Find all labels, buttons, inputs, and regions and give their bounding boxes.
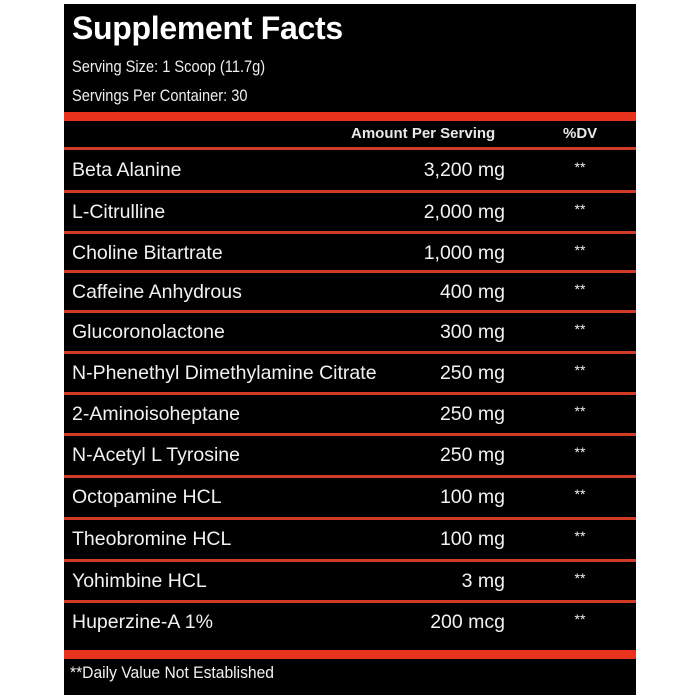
ingredient-amount: 2,000 mg — [423, 201, 505, 223]
ingredient-amount: 100 mg — [439, 486, 505, 508]
ingredient-dv: ** — [574, 201, 586, 217]
ingredient-amount: 3,200 mg — [423, 159, 505, 181]
divider — [64, 310, 636, 313]
ingredient-amount: 1,000 mg — [423, 242, 505, 264]
divider — [64, 147, 636, 150]
divider — [64, 231, 636, 234]
divider — [64, 392, 636, 395]
supplement-facts-panel: Supplement Facts Serving Size: 1 Scoop (… — [64, 4, 636, 695]
ingredient-name: 2-Aminoisoheptane — [72, 403, 241, 425]
ingredient-amount: 400 mg — [439, 281, 505, 303]
ingredient-name: Octopamine HCL — [72, 486, 222, 508]
ingredient-amount: 100 mg — [439, 528, 505, 550]
ingredient-amount: 200 mcg — [430, 611, 505, 633]
ingredient-amount: 250 mg — [439, 403, 505, 425]
ingredient-amount: 250 mg — [439, 444, 505, 466]
ingredient-dv: ** — [574, 611, 586, 627]
amount-header: Amount Per Serving — [351, 125, 496, 142]
ingredient-dv: ** — [574, 159, 586, 175]
ingredient-name: Glucoronolactone — [72, 321, 225, 343]
ingredient-dv: ** — [574, 321, 586, 337]
ingredient-name: Yohimbine HCL — [72, 570, 207, 592]
ingredient-name: L-Citrulline — [72, 201, 166, 223]
ingredient-dv: ** — [574, 362, 586, 378]
divider — [64, 351, 636, 354]
ingredient-name: N-Acetyl L Tyrosine — [72, 444, 240, 466]
ingredient-name: N-Phenethyl Dimethylamine Citrate — [72, 362, 377, 384]
ingredient-dv: ** — [574, 486, 586, 502]
divider — [64, 270, 636, 273]
divider-thick-top — [64, 112, 636, 121]
ingredient-dv: ** — [574, 528, 586, 544]
servings-per-container: Servings Per Container: 30 — [72, 86, 248, 105]
ingredient-row: Theobromine HCL 100 mg ** — [64, 519, 636, 559]
ingredient-row: Beta Alanine 3,200 mg ** — [64, 150, 636, 190]
divider — [64, 517, 636, 520]
ingredient-row: Choline Bitartrate 1,000 mg ** — [64, 233, 636, 273]
divider — [64, 475, 636, 478]
ingredient-row: Octopamine HCL 100 mg ** — [64, 477, 636, 517]
divider — [64, 190, 636, 193]
divider — [64, 433, 636, 436]
title: Supplement Facts — [72, 10, 343, 46]
ingredient-row: Yohimbine HCL 3 mg ** — [64, 561, 636, 601]
ingredient-row: Huperzine-A 1% 200 mcg ** — [64, 602, 636, 642]
ingredient-name: Caffeine Anhydrous — [72, 281, 242, 303]
footnote: **Daily Value Not Established — [70, 663, 275, 682]
ingredient-row: L-Citrulline 2,000 mg ** — [64, 192, 636, 232]
ingredient-name: Huperzine-A 1% — [72, 611, 213, 633]
ingredient-dv: ** — [574, 570, 586, 586]
ingredient-name: Choline Bitartrate — [72, 242, 223, 264]
ingredient-dv: ** — [574, 242, 586, 258]
ingredient-dv: ** — [574, 281, 586, 297]
ingredient-amount: 3 mg — [461, 570, 505, 592]
divider-thick-bottom — [64, 650, 636, 659]
ingredient-row: N-Acetyl L Tyrosine 250 mg ** — [64, 435, 636, 475]
ingredient-row: Caffeine Anhydrous 400 mg ** — [64, 272, 636, 312]
divider — [64, 600, 636, 603]
ingredient-dv: ** — [574, 444, 586, 460]
ingredient-amount: 300 mg — [439, 321, 505, 343]
ingredient-dv: ** — [574, 403, 586, 419]
ingredient-amount: 250 mg — [439, 362, 505, 384]
ingredient-row: 2-Aminoisoheptane 250 mg ** — [64, 394, 636, 434]
serving-size: Serving Size: 1 Scoop (11.7g) — [72, 57, 266, 76]
ingredient-name: Theobromine HCL — [72, 528, 232, 550]
ingredient-row: N-Phenethyl Dimethylamine Citrate 250 mg *… — [64, 353, 636, 393]
ingredient-row: Glucoronolactone 300 mg ** — [64, 312, 636, 352]
dv-header: %DV — [563, 125, 598, 142]
divider — [64, 559, 636, 562]
ingredient-name: Beta Alanine — [72, 159, 182, 181]
